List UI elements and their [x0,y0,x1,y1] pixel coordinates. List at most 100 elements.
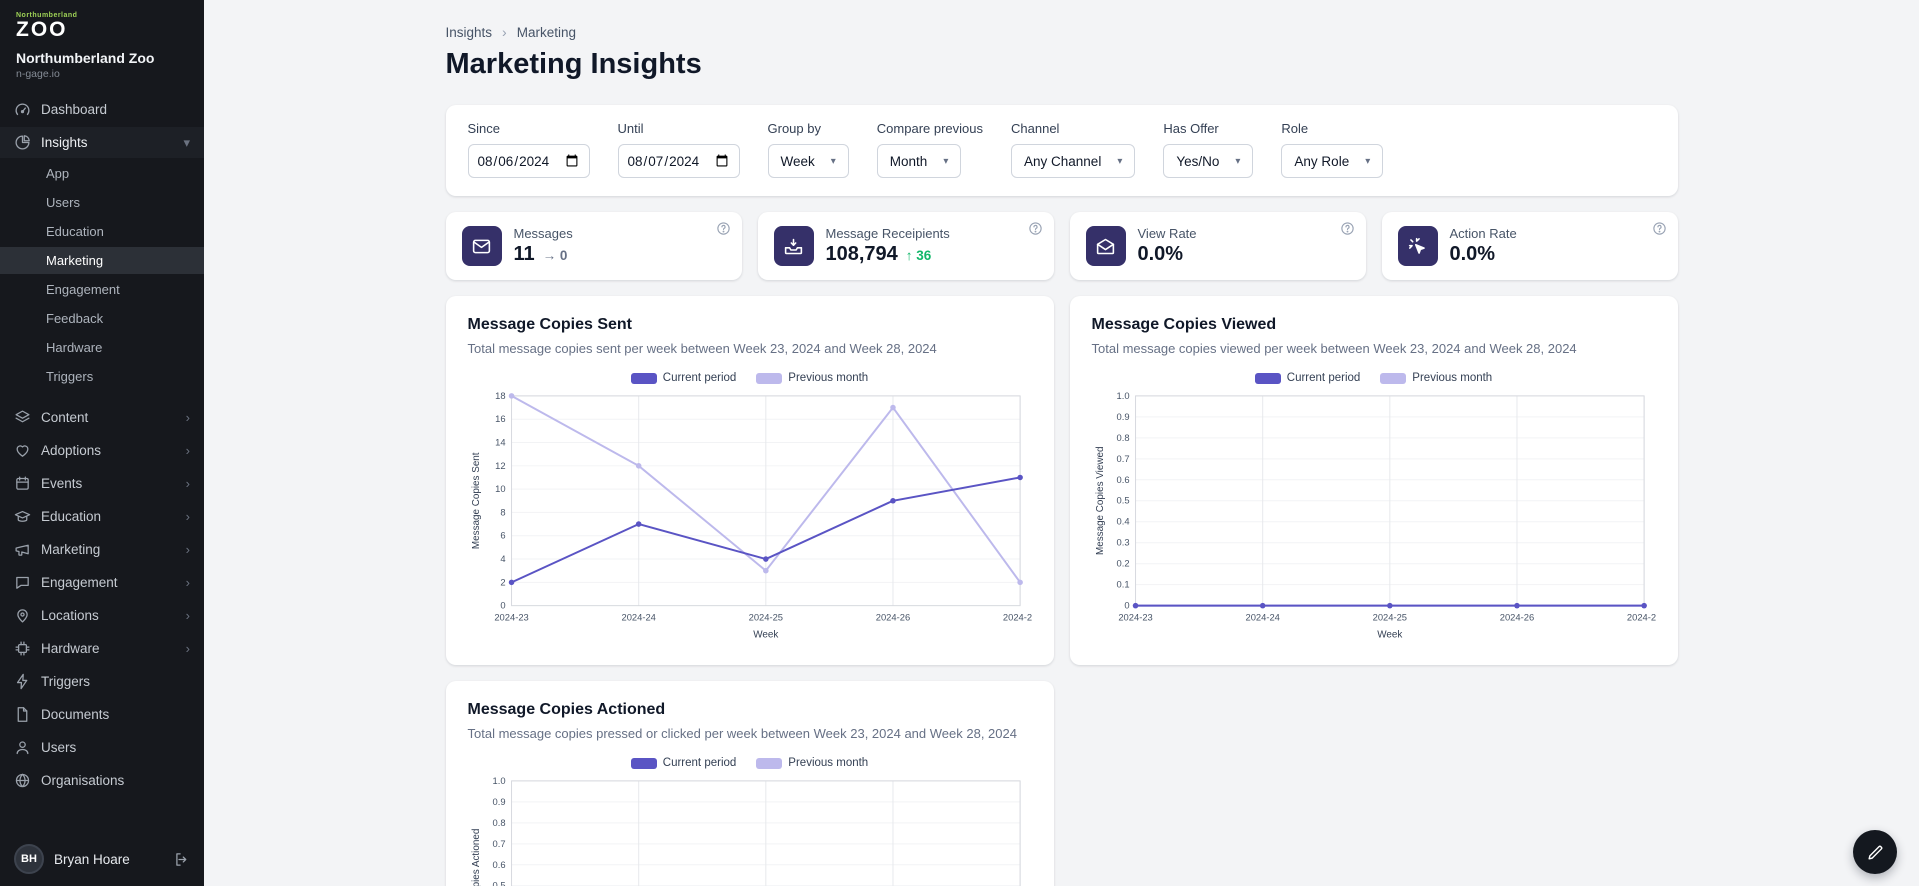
sidebar-item-users[interactable]: Users [0,732,204,763]
since-date-input[interactable] [467,144,590,178]
svg-text:2024-25: 2024-25 [1372,611,1406,622]
filter-role: Role Any Role ▾ [1281,121,1384,178]
pie-icon [14,134,31,151]
pin-icon [14,607,31,624]
sidebar-item-content[interactable]: Content › [0,402,204,433]
chevron-right-icon: › [185,509,190,524]
channel-select[interactable]: Any Channel ▾ [1011,144,1136,178]
legend-item-current-period: Current period [630,757,736,769]
line-chart: 0 2 4 6 8 10 12 14 16 18 2024-23 2024-24 2024-25 2024… [468,386,1031,645]
legend-swatch [756,757,783,769]
help-icon[interactable] [1340,221,1355,236]
sidebar-item-locations[interactable]: Locations › [0,600,204,631]
filter-has-offer: Has Offer Yes/No ▾ [1163,121,1254,178]
svg-text:0.9: 0.9 [492,796,505,807]
chart-card-message-copies-viewed: Message Copies Viewed Total message copie… [1069,296,1678,666]
sidebar-subitem-education[interactable]: Education [46,224,104,239]
select-value: Week [780,153,815,169]
svg-text:0.6: 0.6 [1116,474,1129,485]
filter-label: Channel [1011,121,1060,136]
stat-icon-box [1085,226,1126,266]
stat-label: Messages [513,226,573,241]
sidebar-subitem-engagement[interactable]: Engagement [46,282,120,297]
sidebar-item-organisations[interactable]: Organisations [0,765,204,796]
breadcrumb-item-marketing: Marketing [516,24,576,40]
chart-legend: Current period Previous month [1092,372,1656,384]
sidebar-item-hardware[interactable]: Hardware › [0,633,204,664]
svg-text:16: 16 [495,413,505,424]
chart-subtitle: Total message copies sent per week betwe… [467,341,937,356]
sidebar-item-adoptions[interactable]: Adoptions › [0,435,204,466]
chevron-right-icon: › [185,443,190,458]
breadcrumb-item-insights[interactable]: Insights [445,24,493,40]
filter-label: Has Offer [1163,121,1219,136]
has-offer-select[interactable]: Yes/No ▾ [1163,144,1254,178]
sidebar-item-education[interactable]: Education › [0,501,204,532]
sidebar-item-label: Engagement [41,575,118,590]
filter-label: Role [1281,121,1309,136]
select-value: Yes/No [1176,153,1220,169]
avatar: BH [14,844,44,874]
sign-out-icon[interactable] [173,851,190,868]
sidebar-user-row[interactable]: BH Bryan Hoare [0,832,204,886]
mailopen-icon [1095,236,1116,257]
chevron-right-icon: › [185,641,190,656]
svg-text:0.7: 0.7 [492,838,505,849]
bolt-icon [14,673,31,690]
role-select[interactable]: Any Role ▾ [1281,144,1384,178]
chevron-right-icon: › [502,24,507,40]
sidebar-item-marketing[interactable]: Marketing › [0,534,204,565]
stat-value: 108,794 [825,243,898,265]
chevron-right-icon: › [185,608,190,623]
sidebar-item-label: Marketing [41,542,101,557]
chevron-down-icon: ▾ [943,155,949,167]
group-by-select[interactable]: Week ▾ [767,144,849,178]
sidebar-item-insights[interactable]: Insights ▾ [0,127,204,158]
help-icon[interactable] [716,221,731,236]
chevron-down-icon: ▾ [183,135,190,150]
user-name: Bryan Hoare [54,851,130,867]
svg-text:4: 4 [500,553,505,564]
compare-previous-select[interactable]: Month ▾ [876,144,962,178]
stat-value-row: 108,794 ↑ 36 [826,243,950,266]
compose-fab[interactable] [1853,830,1897,874]
svg-text:2: 2 [500,576,505,587]
chevron-right-icon: › [185,476,190,491]
sidebar-item-engagement[interactable]: Engagement › [0,567,204,598]
chevron-right-icon: › [185,542,190,557]
sidebar-item-documents[interactable]: Documents [0,699,204,730]
stat-icon-box [1397,226,1438,266]
legend-label: Previous month [1412,372,1493,384]
svg-text:2024-26: 2024-26 [1499,611,1533,622]
filter-channel: Channel Any Channel ▾ [1011,121,1136,178]
legend-swatch [756,372,783,384]
sidebar-subitem-feedback[interactable]: Feedback [46,311,104,326]
sidebar-subitem-marketing[interactable]: Marketing [0,247,204,274]
legend-item-current-period: Current period [630,372,736,384]
sidebar-item-label: Adoptions [41,443,102,458]
stat-value-row: 0.0% [1138,243,1197,266]
stat-icon-box [773,226,814,266]
sidebar-item-events[interactable]: Events › [0,468,204,499]
sidebar-subitem-app[interactable]: App [46,166,70,181]
svg-text:10: 10 [495,483,505,494]
filter-bar: Since Until Group by Week ▾ Compare previous M… [445,105,1678,196]
help-icon[interactable] [1652,221,1667,236]
sidebar-item-dashboard[interactable]: Dashboard [0,94,204,125]
charts-grid: Message Copies Sent Total message copies … [445,296,1678,886]
chart-card-message-copies-sent: Message Copies Sent Total message copies … [445,296,1054,666]
until-date-input[interactable] [617,144,740,178]
sidebar-subitem-triggers[interactable]: Triggers [46,369,94,384]
sidebar-subitem-hardware[interactable]: Hardware [46,340,103,355]
sidebar-subitem-users[interactable]: Users [46,195,80,210]
legend-swatch [1380,372,1407,384]
chart-title: Message Copies Sent [467,316,633,333]
help-icon[interactable] [1028,221,1043,236]
legend-item-previous-month: Previous month [1380,372,1492,384]
filter-until: Until [617,121,740,178]
svg-text:0.5: 0.5 [492,880,505,886]
chevron-down-icon: ▾ [830,155,836,167]
svg-text:1.0: 1.0 [492,775,505,786]
chart-title: Message Copies Viewed [1091,316,1277,333]
sidebar-item-triggers[interactable]: Triggers [0,666,204,697]
